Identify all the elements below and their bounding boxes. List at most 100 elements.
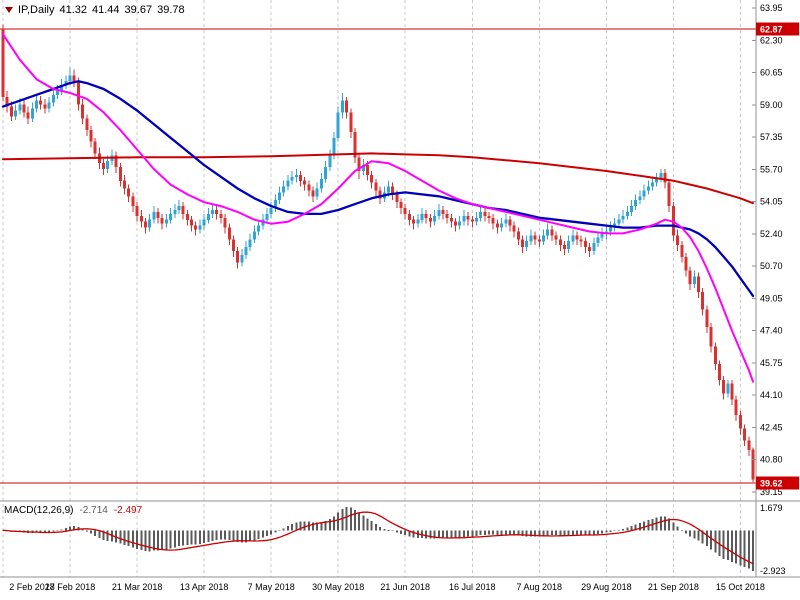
price-badge: [756, 22, 799, 36]
candle-body: [395, 194, 399, 203]
candle-body: [747, 440, 751, 451]
macd-histogram-bar: [203, 530, 206, 544]
candle-body: [244, 247, 248, 255]
macd-histogram-bar: [127, 530, 130, 547]
macd-histogram-bar: [710, 530, 713, 550]
candle-body: [441, 210, 445, 214]
macd-histogram-bar: [718, 530, 721, 556]
candle-body: [709, 327, 713, 347]
candle-body: [324, 167, 328, 179]
macd-histogram-bar: [726, 530, 729, 561]
macd-histogram-bar: [157, 530, 159, 551]
macd-histogram-bar: [680, 530, 683, 531]
macd-histogram-bar: [354, 509, 356, 531]
price-tick-label: 59.00: [760, 100, 783, 110]
macd-histogram-bar: [228, 530, 231, 540]
macd-histogram-bar: [253, 530, 256, 541]
macd-histogram-bar: [73, 525, 76, 531]
candle-body: [533, 235, 537, 240]
macd-histogram-bar: [383, 529, 386, 531]
macd-histogram-bar: [81, 529, 84, 531]
candle-body: [332, 137, 336, 156]
candle-body: [328, 155, 332, 167]
candle-body: [491, 217, 495, 224]
macd-histogram-bar: [479, 530, 482, 536]
macd-histogram-bar: [328, 519, 331, 531]
candle-body: [9, 106, 13, 117]
candle-body: [504, 219, 508, 224]
macd-histogram-bar: [731, 530, 734, 562]
candle-body: [596, 237, 600, 244]
ohlc-open: 41.32: [59, 4, 88, 16]
date-label: 27 Feb 2018: [45, 582, 96, 592]
macd-histogram-bar: [387, 530, 390, 531]
macd-histogram-bar: [437, 530, 440, 538]
candle-body: [56, 90, 59, 95]
candle-body: [336, 112, 340, 138]
macd-histogram-bar: [257, 530, 260, 540]
candle-body: [114, 155, 118, 167]
candle-body: [529, 235, 533, 242]
symbol-marker-icon[interactable]: [5, 7, 13, 13]
candle-body: [236, 251, 240, 263]
candle-body: [35, 100, 38, 109]
macd-histogram-bar: [454, 530, 457, 538]
candle-body: [248, 239, 252, 248]
candle-body: [194, 225, 198, 230]
ma-fast-magenta: [2, 33, 754, 383]
macd-histogram-bar: [391, 530, 394, 532]
price-tick-label: 47.40: [760, 326, 783, 336]
candle-body: [144, 221, 147, 228]
candle-body: [743, 428, 747, 441]
macd-histogram-bar: [584, 530, 587, 535]
macd-histogram-bar: [550, 530, 553, 536]
candle-body: [286, 180, 290, 187]
macd-histogram-bar: [98, 530, 101, 539]
candle-body: [219, 213, 223, 218]
macd-main-value: -2.714: [79, 505, 108, 516]
macd-histogram-bar: [752, 530, 754, 571]
candle-body: [340, 100, 344, 113]
macd-histogram-bar: [119, 530, 122, 544]
candle-body: [39, 100, 43, 105]
macd-histogram-bar: [597, 530, 599, 534]
candle-body: [30, 108, 34, 119]
macd-histogram-bar: [94, 530, 97, 536]
macd-histogram-bar: [559, 530, 562, 536]
macd-histogram-bar: [52, 530, 55, 532]
macd-histogram-bar: [219, 530, 222, 540]
macd-histogram-bar: [676, 526, 679, 531]
candle-body: [269, 208, 273, 214]
candle-body: [345, 100, 349, 113]
candle-body: [680, 245, 684, 257]
candle-body: [311, 190, 315, 197]
candle-body: [466, 215, 470, 220]
candle-body: [315, 188, 319, 197]
candle-body: [428, 217, 432, 222]
macd-histogram-bar: [349, 507, 352, 531]
macd-histogram-bar: [425, 530, 428, 539]
candle-body: [387, 186, 390, 193]
candle-body: [299, 174, 302, 181]
candle-body: [14, 110, 18, 117]
candle-body: [713, 346, 717, 365]
candle-body: [5, 96, 9, 107]
macd-histogram-bar: [198, 530, 201, 544]
candle-body: [60, 85, 64, 91]
candle-body: [85, 118, 89, 130]
candle-body: [139, 215, 143, 222]
candle-body: [51, 94, 55, 103]
macd-histogram-bar: [450, 530, 453, 538]
candle-body: [378, 190, 382, 199]
candle-body: [542, 235, 545, 242]
candle-body: [185, 213, 189, 220]
candle-body: [659, 172, 663, 179]
candle-body: [173, 210, 177, 214]
macd-histogram-bar: [140, 530, 143, 551]
candle-body: [72, 75, 76, 82]
candle-body: [22, 104, 26, 113]
date-label: 21 Mar 2018: [112, 582, 163, 592]
macd-histogram-bar: [345, 507, 348, 531]
macd-histogram-bar: [408, 530, 411, 537]
